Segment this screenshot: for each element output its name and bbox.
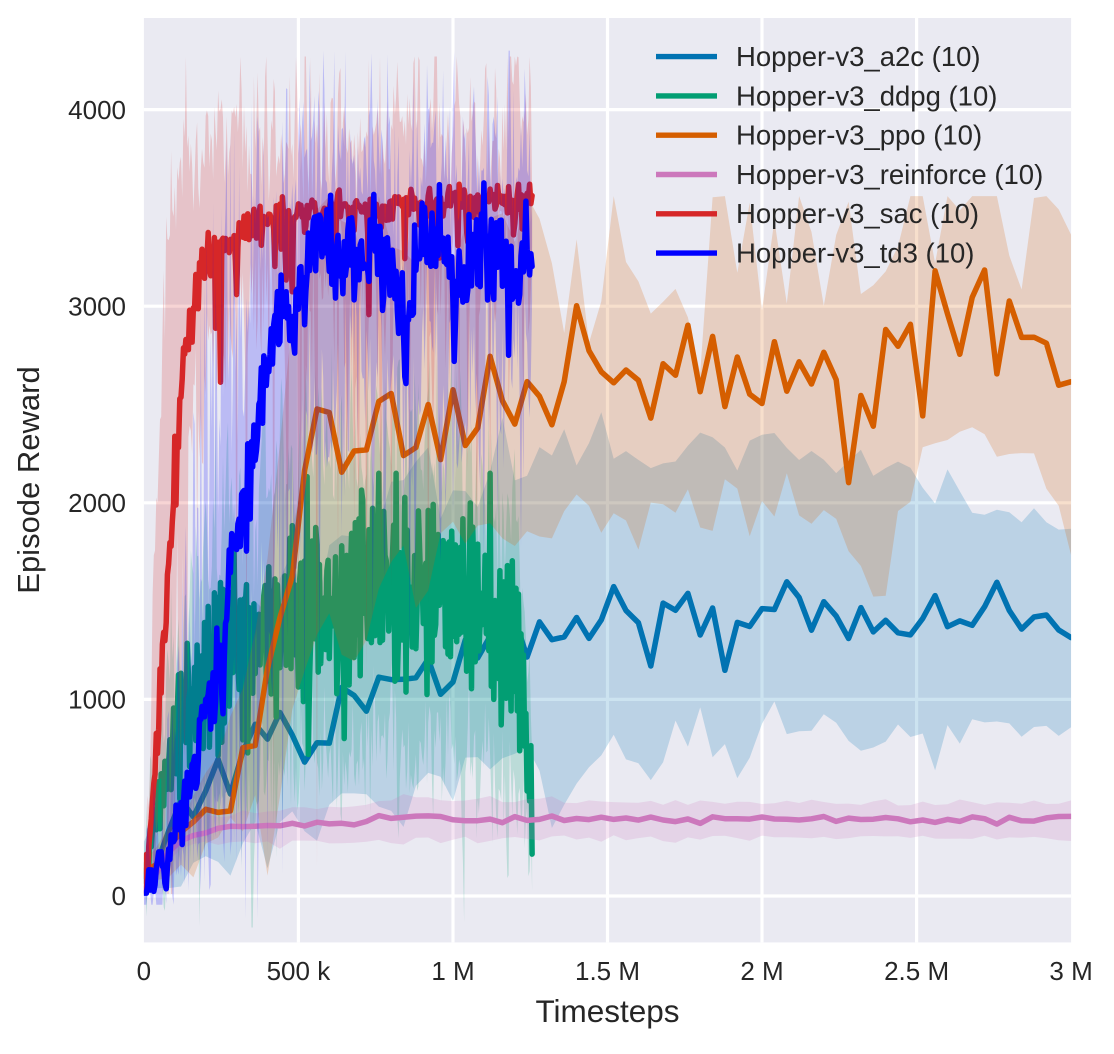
svg-text:500 k: 500 k	[267, 956, 332, 986]
svg-text:3 M: 3 M	[1049, 956, 1092, 986]
svg-text:2000: 2000	[68, 488, 126, 518]
svg-text:4000: 4000	[68, 95, 126, 125]
svg-text:Hopper-v3_td3 (10): Hopper-v3_td3 (10)	[736, 238, 974, 269]
svg-text:2 M: 2 M	[740, 956, 783, 986]
svg-text:3000: 3000	[68, 291, 126, 321]
svg-text:Hopper-v3_ppo (10): Hopper-v3_ppo (10)	[736, 120, 982, 151]
svg-text:Hopper-v3_sac (10): Hopper-v3_sac (10)	[736, 198, 979, 229]
svg-text:0: 0	[137, 956, 151, 986]
svg-text:1.5 M: 1.5 M	[575, 956, 640, 986]
svg-text:Timesteps: Timesteps	[535, 993, 679, 1029]
svg-text:1000: 1000	[68, 685, 126, 715]
svg-text:Hopper-v3_ddpg (10): Hopper-v3_ddpg (10)	[736, 80, 997, 111]
svg-text:Hopper-v3_reinforce (10): Hopper-v3_reinforce (10)	[736, 159, 1043, 190]
svg-text:Episode Reward: Episode Reward	[11, 366, 46, 593]
svg-text:1 M: 1 M	[431, 956, 474, 986]
svg-text:0: 0	[112, 881, 126, 911]
svg-text:2.5 M: 2.5 M	[884, 956, 949, 986]
svg-text:Hopper-v3_a2c (10): Hopper-v3_a2c (10)	[736, 41, 981, 72]
